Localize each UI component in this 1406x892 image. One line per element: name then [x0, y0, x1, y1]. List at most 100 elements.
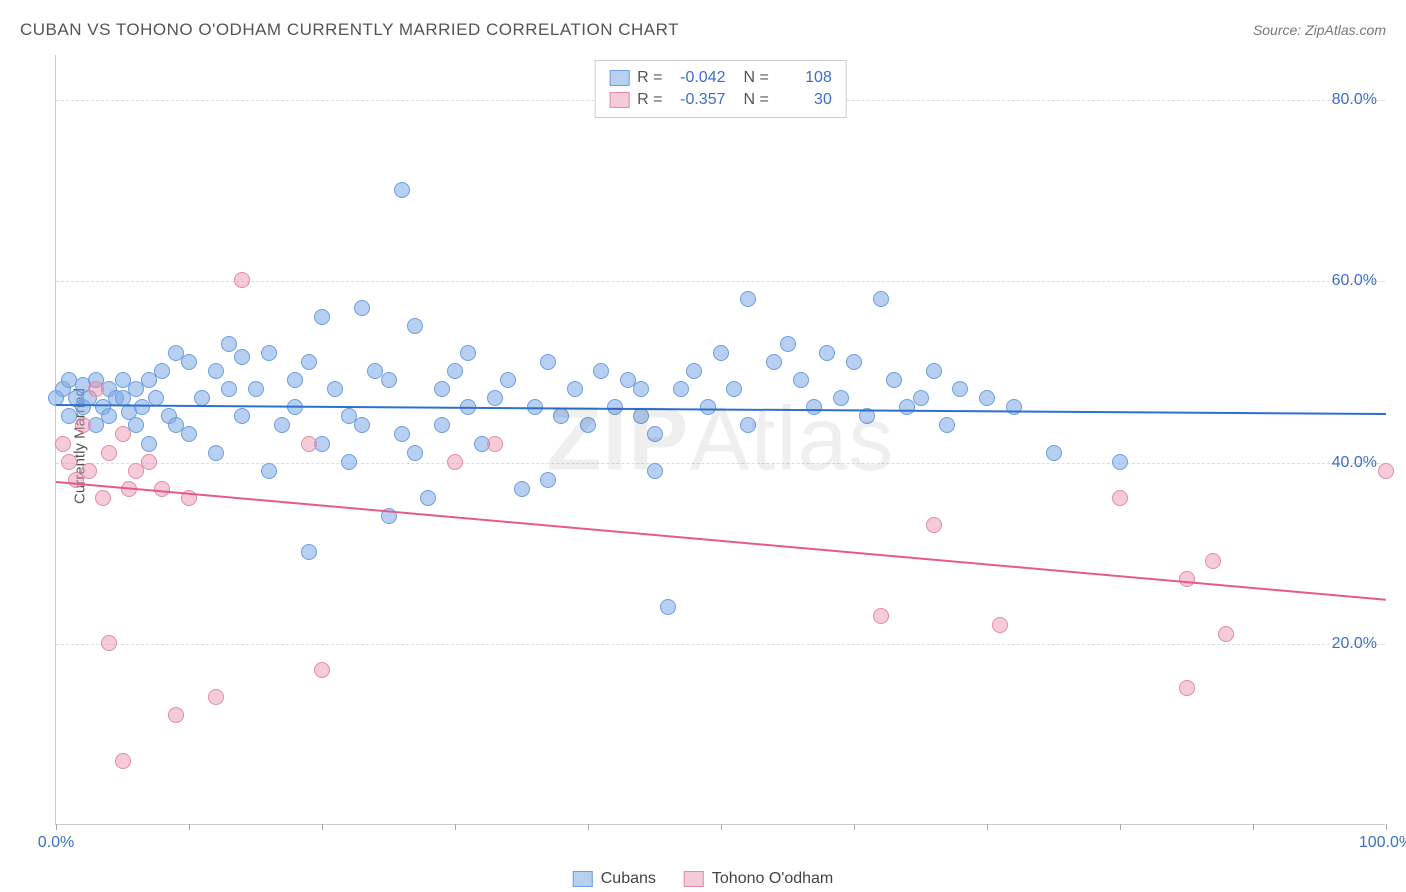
data-point — [407, 318, 423, 334]
data-point — [567, 381, 583, 397]
data-point — [819, 345, 835, 361]
data-point — [1218, 626, 1234, 642]
data-point — [301, 544, 317, 560]
legend-item: Cubans — [573, 870, 656, 888]
legend-swatch — [684, 871, 704, 887]
data-point — [766, 354, 782, 370]
data-point — [341, 454, 357, 470]
data-point — [553, 408, 569, 424]
y-tick-label: 40.0% — [1332, 454, 1377, 472]
data-point — [1378, 463, 1394, 479]
r-value: -0.357 — [671, 91, 726, 109]
data-point — [261, 345, 277, 361]
data-point — [101, 408, 117, 424]
data-point — [500, 372, 516, 388]
data-point — [447, 454, 463, 470]
correlation-legend: R =-0.042N =108R =-0.357N =30 — [594, 60, 847, 118]
r-label: R = — [637, 91, 662, 109]
data-point — [168, 707, 184, 723]
data-point — [208, 689, 224, 705]
data-point — [726, 381, 742, 397]
data-point — [194, 390, 210, 406]
y-tick-label: 80.0% — [1332, 91, 1377, 109]
data-point — [979, 390, 995, 406]
data-point — [181, 354, 197, 370]
data-point — [487, 436, 503, 452]
n-value: 108 — [777, 69, 832, 87]
data-point — [873, 608, 889, 624]
data-point — [1112, 490, 1128, 506]
data-point — [926, 363, 942, 379]
data-point — [434, 381, 450, 397]
data-point — [95, 490, 111, 506]
data-point — [873, 291, 889, 307]
n-value: 30 — [777, 91, 832, 109]
legend-stats-row: R =-0.042N =108 — [609, 67, 832, 89]
data-point — [806, 399, 822, 415]
data-point — [88, 381, 104, 397]
y-tick-label: 20.0% — [1332, 635, 1377, 653]
data-point — [700, 399, 716, 415]
data-point — [434, 417, 450, 433]
x-tick-mark — [1253, 824, 1254, 830]
n-label: N = — [744, 69, 769, 87]
x-tick-mark — [1120, 824, 1121, 830]
data-point — [154, 481, 170, 497]
data-point — [886, 372, 902, 388]
n-label: N = — [744, 91, 769, 109]
data-point — [1006, 399, 1022, 415]
data-point — [913, 390, 929, 406]
data-point — [354, 300, 370, 316]
data-point — [1179, 571, 1195, 587]
trend-line — [56, 481, 1386, 601]
data-point — [1046, 445, 1062, 461]
data-point — [301, 354, 317, 370]
data-point — [314, 662, 330, 678]
data-point — [261, 463, 277, 479]
data-point — [633, 408, 649, 424]
data-point — [593, 363, 609, 379]
data-point — [846, 354, 862, 370]
legend-label: Tohono O'odham — [712, 870, 833, 888]
x-tick-label: 100.0% — [1359, 834, 1406, 852]
x-tick-mark — [56, 824, 57, 830]
data-point — [181, 426, 197, 442]
data-point — [713, 345, 729, 361]
data-point — [101, 635, 117, 651]
x-tick-mark — [455, 824, 456, 830]
data-point — [580, 417, 596, 433]
data-point — [81, 463, 97, 479]
data-point — [274, 417, 290, 433]
data-point — [740, 417, 756, 433]
data-point — [686, 363, 702, 379]
data-point — [647, 463, 663, 479]
scatter-chart: ZIPAtlas R =-0.042N =108R =-0.357N =30 2… — [55, 55, 1385, 825]
source-label: Source: ZipAtlas.com — [1253, 22, 1386, 38]
data-point — [447, 363, 463, 379]
x-tick-mark — [721, 824, 722, 830]
x-tick-mark — [322, 824, 323, 830]
data-point — [75, 417, 91, 433]
legend-swatch — [609, 70, 629, 86]
data-point — [673, 381, 689, 397]
data-point — [939, 417, 955, 433]
data-point — [115, 426, 131, 442]
data-point — [394, 182, 410, 198]
x-tick-mark — [588, 824, 589, 830]
data-point — [141, 454, 157, 470]
data-point — [248, 381, 264, 397]
legend-swatch — [609, 92, 629, 108]
data-point — [381, 372, 397, 388]
series-legend: Cubans Tohono O'odham — [573, 870, 834, 888]
data-point — [354, 417, 370, 433]
data-point — [833, 390, 849, 406]
data-point — [61, 454, 77, 470]
legend-item: Tohono O'odham — [684, 870, 833, 888]
data-point — [420, 490, 436, 506]
chart-title: CUBAN VS TOHONO O'ODHAM CURRENTLY MARRIE… — [20, 20, 679, 40]
data-point — [780, 336, 796, 352]
legend-stats-row: R = -0.357 N = 30 — [609, 89, 832, 111]
data-point — [327, 381, 343, 397]
data-point — [128, 417, 144, 433]
legend-label: Cubans — [601, 870, 656, 888]
